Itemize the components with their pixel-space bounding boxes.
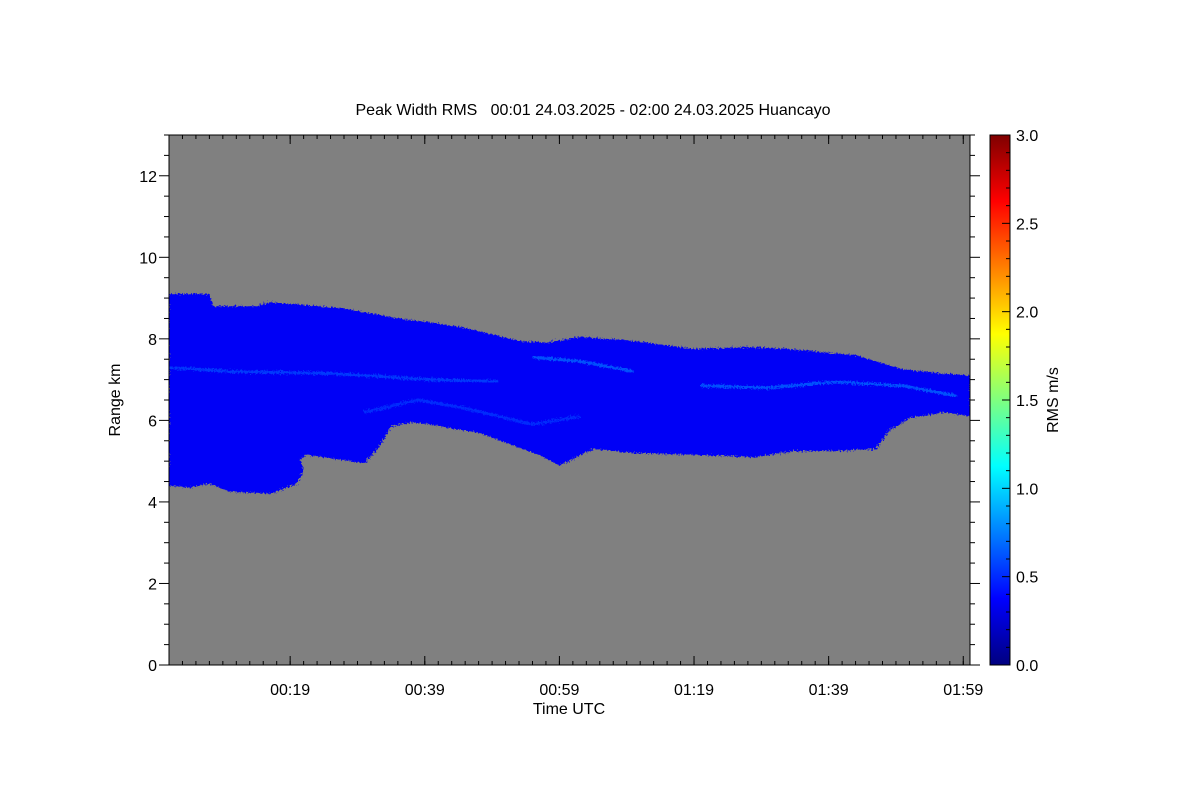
colorbar-tick-label: 1.5 xyxy=(1016,393,1038,410)
echo-streak xyxy=(700,380,957,398)
colorbar-tick-label: 1.0 xyxy=(1016,481,1038,498)
y-tick-label: 0 xyxy=(148,658,157,675)
colorbar-label: RMS m/s xyxy=(1045,367,1062,433)
y-tick-label: 12 xyxy=(139,169,157,186)
echo-region-layer xyxy=(169,294,970,494)
colorbar-tick-label: 0.0 xyxy=(1016,658,1038,675)
colorbar-tick-label: 3.0 xyxy=(1016,128,1038,145)
x-tick-label: 00:19 xyxy=(270,682,310,699)
x-tick-label: 01:39 xyxy=(809,682,849,699)
y-tick-label: 4 xyxy=(148,495,157,512)
echo-streak xyxy=(532,355,634,373)
chart-title: Peak Width RMS 00:01 24.03.2025 - 02:00 … xyxy=(356,102,831,119)
echo-streak xyxy=(363,398,580,427)
y-tick-label: 6 xyxy=(148,413,157,430)
colorbar-axis: 0.0 0.5 1.0 1.5 2.0 2.5 3.0 xyxy=(1002,128,1038,675)
x-axis: 00:19 00:39 00:59 01:19 01:39 01:59 xyxy=(168,135,983,699)
x-tick-label: 00:39 xyxy=(405,682,445,699)
colorbar-tick-label: 2.5 xyxy=(1016,216,1038,233)
y-axis-label: Range km xyxy=(107,364,124,437)
x-tick-label: 01:59 xyxy=(943,682,983,699)
echo-region xyxy=(169,294,970,494)
x-tick-label: 01:19 xyxy=(674,682,714,699)
colorbar-tick-label: 0.5 xyxy=(1016,570,1038,587)
x-axis-label: Time UTC xyxy=(533,701,605,718)
echo-streak xyxy=(169,365,499,384)
y-tick-label: 10 xyxy=(139,250,157,267)
colorbar-tick-label: 2.0 xyxy=(1016,305,1038,322)
y-tick-label: 8 xyxy=(148,332,157,349)
y-axis: 0 2 4 6 8 10 12 xyxy=(139,134,980,675)
x-tick-label: 00:59 xyxy=(539,682,579,699)
y-tick-label: 2 xyxy=(148,576,157,593)
